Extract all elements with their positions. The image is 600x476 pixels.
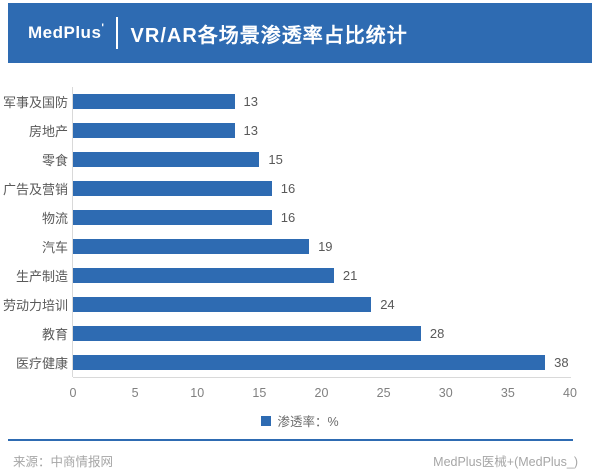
- bar-area: 13: [72, 87, 600, 116]
- x-axis: 0 5 10 15 20 25 30 35 40: [0, 386, 600, 402]
- bar: [73, 123, 235, 138]
- page-title: VR/AR各场景渗透率占比统计: [130, 24, 408, 47]
- x-tick-label: 40: [563, 386, 577, 400]
- x-tick-label: 0: [69, 386, 77, 400]
- bar-area: 38: [72, 348, 600, 377]
- bar: [73, 297, 372, 312]
- category-label: 零食: [41, 153, 68, 168]
- value-label: 15: [268, 152, 283, 167]
- bar-area: 13: [72, 116, 600, 145]
- bar-area: 28: [72, 319, 600, 348]
- chart-row: 零食 15: [0, 145, 600, 174]
- category-label: 汽车: [41, 240, 68, 255]
- bar-area: 16: [72, 174, 600, 203]
- x-tick-label: 25: [376, 386, 391, 400]
- bar-area: 15: [72, 145, 600, 174]
- legend-swatch: [261, 415, 272, 426]
- category-label: 医疗健康: [15, 356, 68, 371]
- value-label: 19: [318, 239, 333, 254]
- category-label: 房地产: [28, 124, 68, 139]
- bar-chart: 军事及国防 13 房地产 13 零食 15 广告及营销 16 物流 16 汽车 19 生产制造 21 劳动力…: [0, 87, 600, 377]
- x-tick-label: 10: [190, 386, 205, 400]
- chart-row: 物流 16: [0, 203, 600, 232]
- value-label: 24: [380, 297, 395, 312]
- value-label: 38: [554, 355, 569, 370]
- x-tick-label: 35: [500, 386, 515, 400]
- footer-divider: [8, 439, 573, 441]
- bar: [73, 239, 310, 254]
- chart-row: 教育 28: [0, 319, 600, 348]
- legend-label: 渗透率：%: [277, 415, 339, 429]
- bar-area: 16: [72, 203, 600, 232]
- chart-legend: 渗透率：%: [0, 411, 600, 430]
- chart-row: 军事及国防 13: [0, 87, 600, 116]
- category-label: 劳动力培训: [2, 298, 68, 313]
- header-separator: [115, 17, 118, 49]
- value-label: 16: [280, 210, 296, 225]
- category-label: 物流: [41, 211, 68, 226]
- bar-area: 24: [72, 290, 600, 319]
- x-tick-label: 15: [252, 386, 267, 400]
- bar-area: 19: [72, 232, 600, 261]
- x-axis-line: [73, 377, 571, 378]
- chart-row: 生产制造 21: [0, 261, 600, 290]
- x-tick-label: 20: [314, 386, 329, 400]
- value-label: 28: [429, 326, 445, 341]
- bar: [73, 355, 546, 370]
- source-text: 来源：中商情报网: [13, 455, 114, 469]
- value-label: 13: [243, 123, 258, 138]
- chart-row: 汽车 19: [0, 232, 600, 261]
- category-label: 广告及营销: [2, 182, 68, 197]
- category-label: 生产制造: [15, 269, 68, 284]
- category-label: 教育: [41, 327, 68, 342]
- chart-row: 医疗健康 38: [0, 348, 600, 377]
- chart-row: 房地产 13: [0, 116, 600, 145]
- value-label: 16: [280, 181, 296, 196]
- x-tick-label: 5: [131, 386, 139, 400]
- bar: [73, 268, 334, 283]
- bar: [73, 94, 235, 109]
- bar-area: 21: [72, 261, 600, 290]
- value-label: 13: [243, 94, 258, 109]
- medplus-logo: MedPlus': [28, 22, 105, 43]
- chart-row: 广告及营销 16: [0, 174, 600, 203]
- category-label: 军事及国防: [2, 95, 68, 110]
- bar: [73, 210, 272, 225]
- bar: [73, 181, 272, 196]
- logo-mark: ': [101, 22, 105, 34]
- chart-row: 劳动力培训 24: [0, 290, 600, 319]
- x-tick-label: 30: [438, 386, 453, 400]
- value-label: 21: [342, 268, 358, 283]
- bar: [73, 326, 421, 341]
- credit-text: MedPlus医械+(MedPlus_): [433, 455, 578, 469]
- bar: [73, 152, 260, 167]
- header-banner: MedPlus' VR/AR各场景渗透率占比统计: [8, 3, 592, 63]
